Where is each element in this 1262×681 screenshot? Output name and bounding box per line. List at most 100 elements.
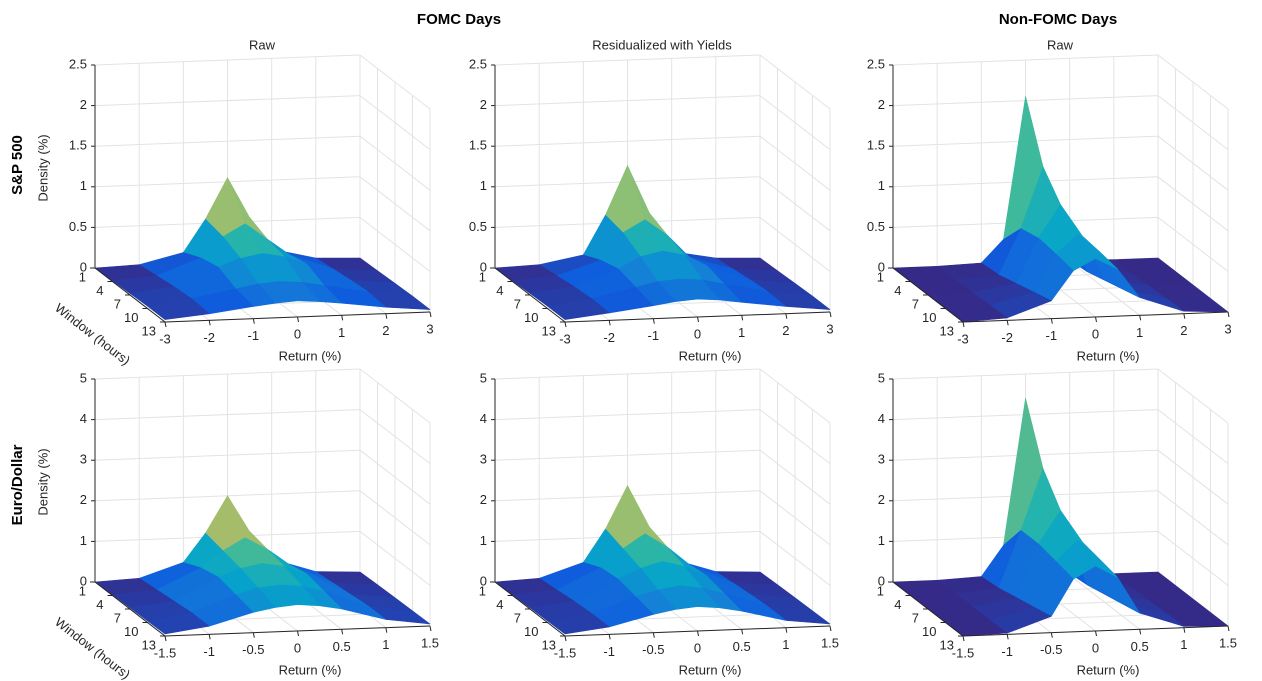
x-tick-label: 0	[1092, 640, 1099, 655]
z-tick-label: 2	[480, 97, 487, 112]
grid-line	[359, 135, 431, 191]
y-tick-label: 13	[542, 323, 556, 338]
x-tick	[1095, 316, 1097, 323]
x-tick	[1183, 627, 1186, 633]
grid-line	[1157, 54, 1229, 110]
z-tick-label: 1	[878, 178, 885, 193]
grid-line	[359, 95, 431, 150]
x-tick-label: -0.5	[642, 642, 664, 657]
x-tick	[164, 635, 167, 642]
grid-line	[759, 54, 831, 110]
y-tick-label: 10	[524, 624, 538, 639]
grid-line	[359, 368, 431, 424]
x-tick	[785, 313, 788, 319]
y-tick-label: 1	[877, 269, 884, 284]
z-tick-label: 5	[80, 370, 87, 385]
grid-line	[759, 531, 831, 586]
grid-line	[892, 54, 1159, 66]
grid-line	[494, 54, 761, 66]
grid-line	[359, 409, 431, 464]
grid-line	[94, 54, 361, 66]
x-tick	[252, 632, 255, 638]
x-tick-label: 0.5	[1131, 639, 1149, 654]
x-tick	[385, 313, 388, 319]
x-tick-label: 0.5	[333, 639, 351, 654]
grid-line	[759, 409, 831, 464]
y-tick-label: 7	[912, 296, 919, 311]
y-tick-label: 4	[96, 597, 103, 612]
z-tick-label: 0.5	[867, 219, 885, 234]
x-tick-label: -1	[248, 328, 260, 343]
z-tick-label: 0	[480, 573, 487, 588]
x-tick-label: 1	[782, 637, 789, 652]
x-tick-label: 2	[1180, 323, 1187, 338]
y-tick-label: 10	[124, 624, 138, 639]
x-tick-label: -1.5	[154, 645, 176, 660]
grid-line	[759, 490, 831, 546]
x-tick-label: 0.5	[733, 639, 751, 654]
x-tick-label: 1.5	[821, 635, 839, 650]
panel-title: Raw	[249, 37, 276, 52]
z-tick-label: 5	[878, 370, 885, 385]
z-tick-label: 1	[878, 533, 885, 548]
x-tick	[652, 632, 655, 638]
grid-line	[759, 449, 831, 505]
x-tick-label: -1	[1001, 644, 1013, 659]
x-axis-label: Return (%)	[1077, 348, 1140, 363]
z-tick-label: 0	[80, 573, 87, 588]
x-tick	[297, 316, 299, 323]
z-axis-label: Density (%)	[35, 134, 50, 201]
x-tick	[1227, 625, 1230, 632]
grid-line	[892, 368, 1159, 380]
grid-line	[1157, 176, 1229, 232]
z-tick-label: 1	[480, 178, 487, 193]
x-tick-label: 1	[1136, 325, 1143, 340]
grid-line	[1157, 409, 1229, 464]
z-tick-label: 0.5	[469, 219, 487, 234]
grid-line	[1157, 135, 1229, 191]
grid-line	[759, 217, 831, 272]
y-tick-label: 13	[142, 323, 156, 338]
y-tick-label: 7	[514, 610, 521, 625]
x-tick-label: 3	[426, 321, 433, 336]
x-axis-label: Return (%)	[279, 348, 342, 363]
y-tick-label: 4	[496, 597, 503, 612]
row-label: Euro/Dollar	[9, 444, 26, 525]
grid-line	[359, 176, 431, 232]
z-tick-label: 1	[80, 178, 87, 193]
x-tick	[1139, 315, 1142, 321]
x-axis-label: Return (%)	[679, 348, 742, 363]
x-tick-label: -2	[1001, 330, 1013, 345]
x-tick	[652, 318, 655, 324]
grid-line	[494, 95, 761, 107]
x-tick	[1006, 634, 1009, 640]
x-tick-label: -3	[559, 331, 571, 346]
grid-line	[759, 176, 831, 232]
x-tick	[341, 315, 344, 321]
grid-line	[94, 95, 361, 107]
z-tick-label: 3	[878, 452, 885, 467]
z-tick-label: 1.5	[69, 138, 87, 153]
z-tick-label: 0	[80, 259, 87, 274]
y-tick-label: 4	[894, 597, 901, 612]
x-tick	[608, 634, 611, 640]
x-tick	[962, 635, 965, 642]
row-label: S&P 500	[9, 135, 26, 195]
x-tick	[829, 311, 832, 318]
x-tick-label: 2	[382, 323, 389, 338]
x-tick	[697, 316, 699, 323]
y-tick-label: 1	[79, 269, 86, 284]
grid-line	[94, 135, 361, 147]
surface-cell	[547, 298, 610, 320]
z-tick-label: 5	[480, 370, 487, 385]
grid-line	[94, 368, 361, 380]
x-tick	[208, 320, 211, 326]
x-tick-label: -0.5	[242, 642, 264, 657]
x-tick-label: -1	[603, 644, 615, 659]
z-tick-label: 2	[878, 97, 885, 112]
z-tick-label: 4	[878, 411, 885, 426]
x-tick	[564, 635, 567, 642]
panel-title: Residualized with Yields	[592, 37, 732, 52]
grid-line	[494, 449, 761, 461]
